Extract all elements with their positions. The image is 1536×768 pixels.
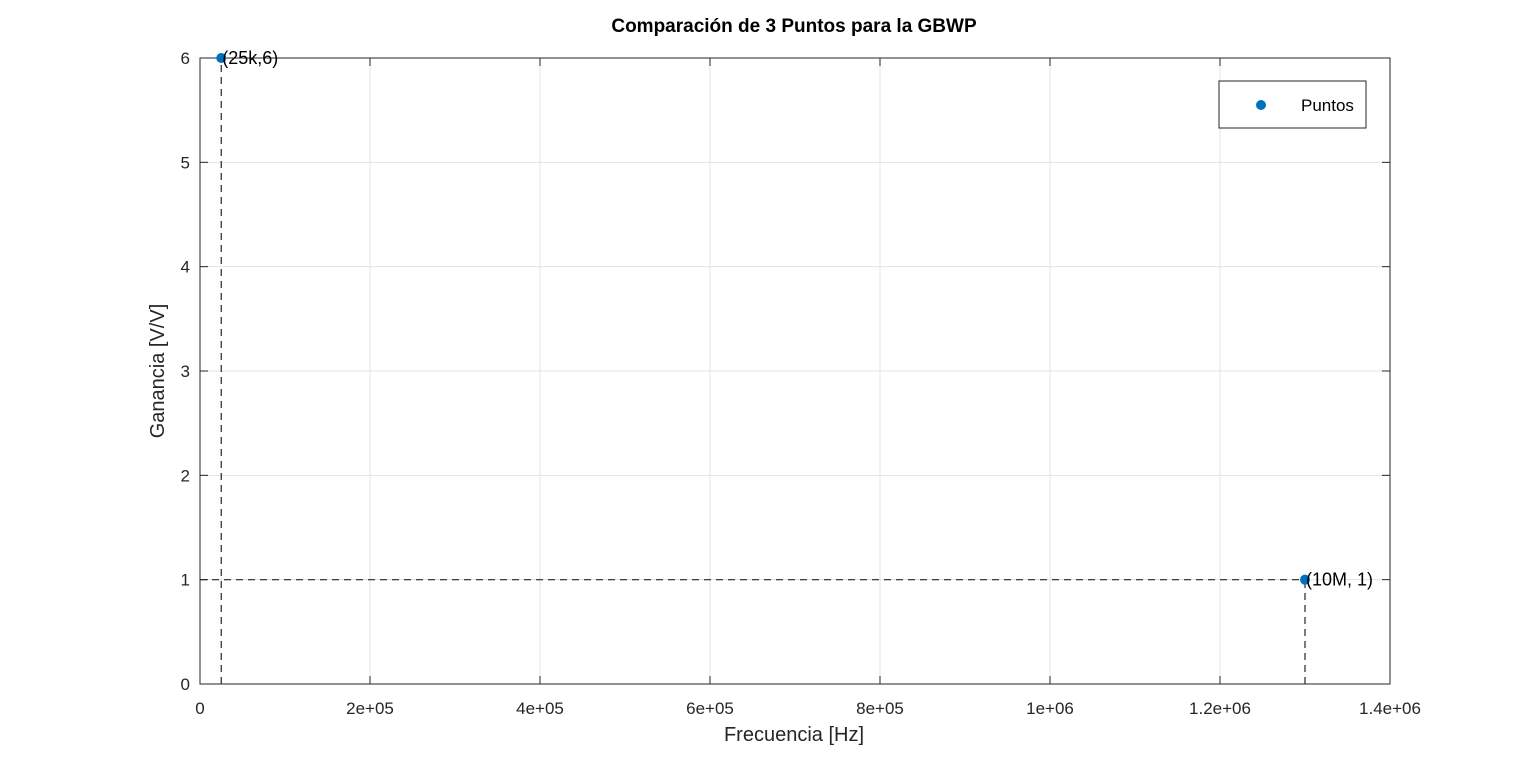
y-axis-label: Ganancia [V/V]	[147, 304, 169, 439]
data-point	[1300, 574, 1310, 585]
reference-lines	[200, 58, 1306, 684]
y-tick-label: 2	[181, 466, 190, 485]
x-axis-label: Frecuencia [Hz]	[724, 724, 864, 746]
grid-lines	[200, 58, 1390, 684]
legend-marker	[1256, 100, 1266, 110]
legend-entry-puntos: Puntos	[1301, 96, 1354, 115]
x-tick-label: 1.4e+06	[1359, 699, 1421, 718]
axis-ticks: 0 2e+05 4e+05 6e+05 8e+05 1e+06 1.2e+06 1.4e+06…	[181, 49, 1421, 718]
y-tick-label: 6	[181, 49, 190, 68]
x-tick-label: 2e+05	[346, 699, 394, 718]
legend: Puntos	[1218, 80, 1367, 129]
point-annotation: (10M, 1)	[1306, 570, 1373, 590]
y-tick-label: 1	[181, 571, 190, 590]
y-tick-label: 4	[181, 258, 190, 277]
chart-title: Comparación de 3 Puntos para la GBWP	[611, 16, 977, 37]
x-tick-label: 8e+05	[856, 699, 904, 718]
data-point	[216, 53, 227, 63]
y-tick-label: 0	[181, 675, 190, 694]
x-tick-label: 1e+06	[1026, 699, 1074, 718]
point-annotation: (25k,6)	[222, 48, 278, 68]
x-tick-label: 6e+05	[686, 699, 734, 718]
y-tick-label: 5	[181, 153, 190, 172]
x-tick-label: 0	[195, 699, 204, 718]
y-tick-label: 3	[181, 362, 190, 381]
x-tick-label: 4e+05	[516, 699, 564, 718]
legend-box	[1218, 80, 1367, 129]
x-tick-label: 1.2e+06	[1189, 699, 1251, 718]
annotations: (25k,6) (10M, 1)	[222, 48, 1373, 590]
data-points	[216, 53, 1310, 585]
